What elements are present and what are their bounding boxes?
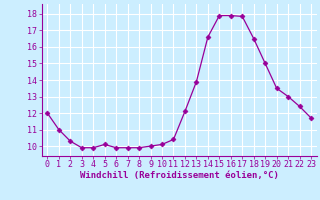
X-axis label: Windchill (Refroidissement éolien,°C): Windchill (Refroidissement éolien,°C) <box>80 171 279 180</box>
